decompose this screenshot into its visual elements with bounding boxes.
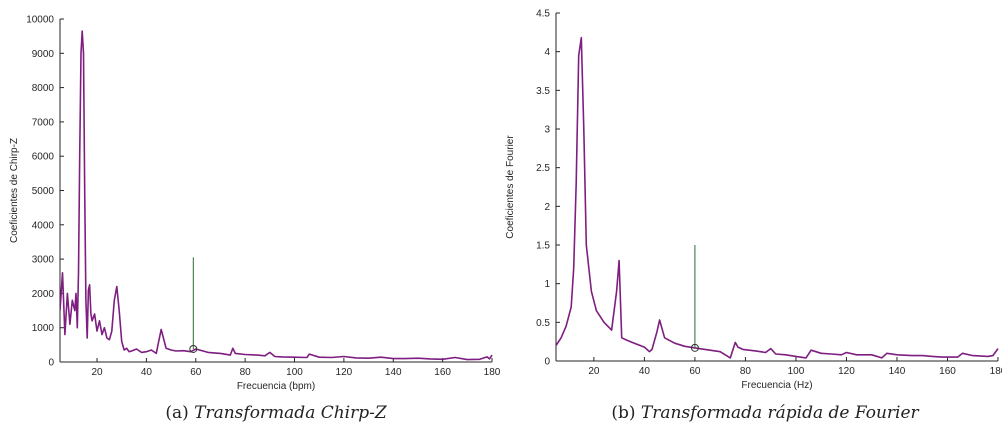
x-tick-label: 160 (434, 367, 451, 378)
y-tick-label: 4 (544, 47, 550, 58)
y-tick-label: 0.5 (536, 318, 550, 329)
y-tick-label: 3 (544, 125, 550, 136)
y-tick-label: 1000 (32, 323, 55, 334)
y-tick-label: 3.5 (536, 86, 550, 97)
x-axis-label: Frecuencia (Hz) (741, 380, 812, 391)
series-line (556, 36, 999, 359)
y-tick-label: 3000 (32, 255, 55, 266)
y-tick-label: 8000 (32, 83, 55, 94)
y-tick-label: 2.5 (536, 163, 550, 174)
x-tick-label: 180 (484, 367, 501, 378)
marker-point (189, 344, 198, 353)
y-tick-label: 2 (544, 202, 550, 213)
x-tick-label: 80 (740, 366, 752, 377)
figure-caption: (a) Transformada Chirp-Z (165, 403, 388, 423)
x-tick-label: 160 (939, 366, 956, 377)
caption-label: (a) (165, 403, 194, 423)
x-tick-label: 120 (336, 367, 353, 378)
caption-text: Transformada Chirp-Z (194, 403, 388, 423)
marker-point (690, 343, 699, 352)
y-tick-label: 4.5 (536, 9, 550, 20)
x-tick-label: 100 (788, 366, 805, 377)
x-tick-label: 60 (190, 367, 202, 378)
x-tick-label: 60 (689, 366, 701, 377)
x-axis-label: Frecuencia (bpm) (237, 381, 315, 392)
y-tick-label: 7000 (32, 117, 55, 128)
caption-text: Transformada rápida de Fourier (641, 403, 920, 423)
y-tick-label: 0 (544, 357, 550, 368)
chart-fourier: 0 0.5 1 1.5 2 2.5 3 3.5 4 4.5 20 40 60 80 100 120 140 160… (505, 9, 1002, 424)
y-axis-label: Coeficientes de Chirp-Z (9, 138, 20, 243)
y-tick-label: 1 (544, 279, 550, 290)
y-tick-label: 2000 (32, 289, 55, 300)
x-tick-label: 40 (639, 366, 651, 377)
x-tick-label: 180 (990, 366, 1002, 377)
x-tick-label: 20 (91, 367, 103, 378)
chart-chirp-z: 0 1000 2000 3000 4000 5000 6000 7000 8000 9000 100… (9, 15, 501, 424)
x-tick-label: 80 (240, 367, 252, 378)
series-line (60, 30, 493, 361)
x-tick-label: 20 (588, 366, 600, 377)
y-tick-label: 4000 (32, 220, 55, 231)
x-tick-label: 140 (889, 366, 906, 377)
x-tick-label: 100 (286, 367, 303, 378)
x-tick-label: 140 (385, 367, 402, 378)
figure-caption: (b) Transformada rápida de Fourier (611, 403, 919, 423)
y-axis-label: Coeficientes de Fourier (505, 135, 516, 239)
y-tick-label: 6000 (32, 152, 55, 163)
caption-label: (b) (611, 403, 641, 423)
x-tick-label: 40 (141, 367, 153, 378)
y-tick-label: 9000 (32, 49, 55, 60)
y-tick-label: 10000 (26, 15, 54, 26)
y-tick-label: 5000 (32, 186, 55, 197)
x-tick-label: 120 (838, 366, 855, 377)
y-tick-label: 0 (48, 358, 54, 369)
y-tick-label: 1.5 (536, 241, 550, 252)
